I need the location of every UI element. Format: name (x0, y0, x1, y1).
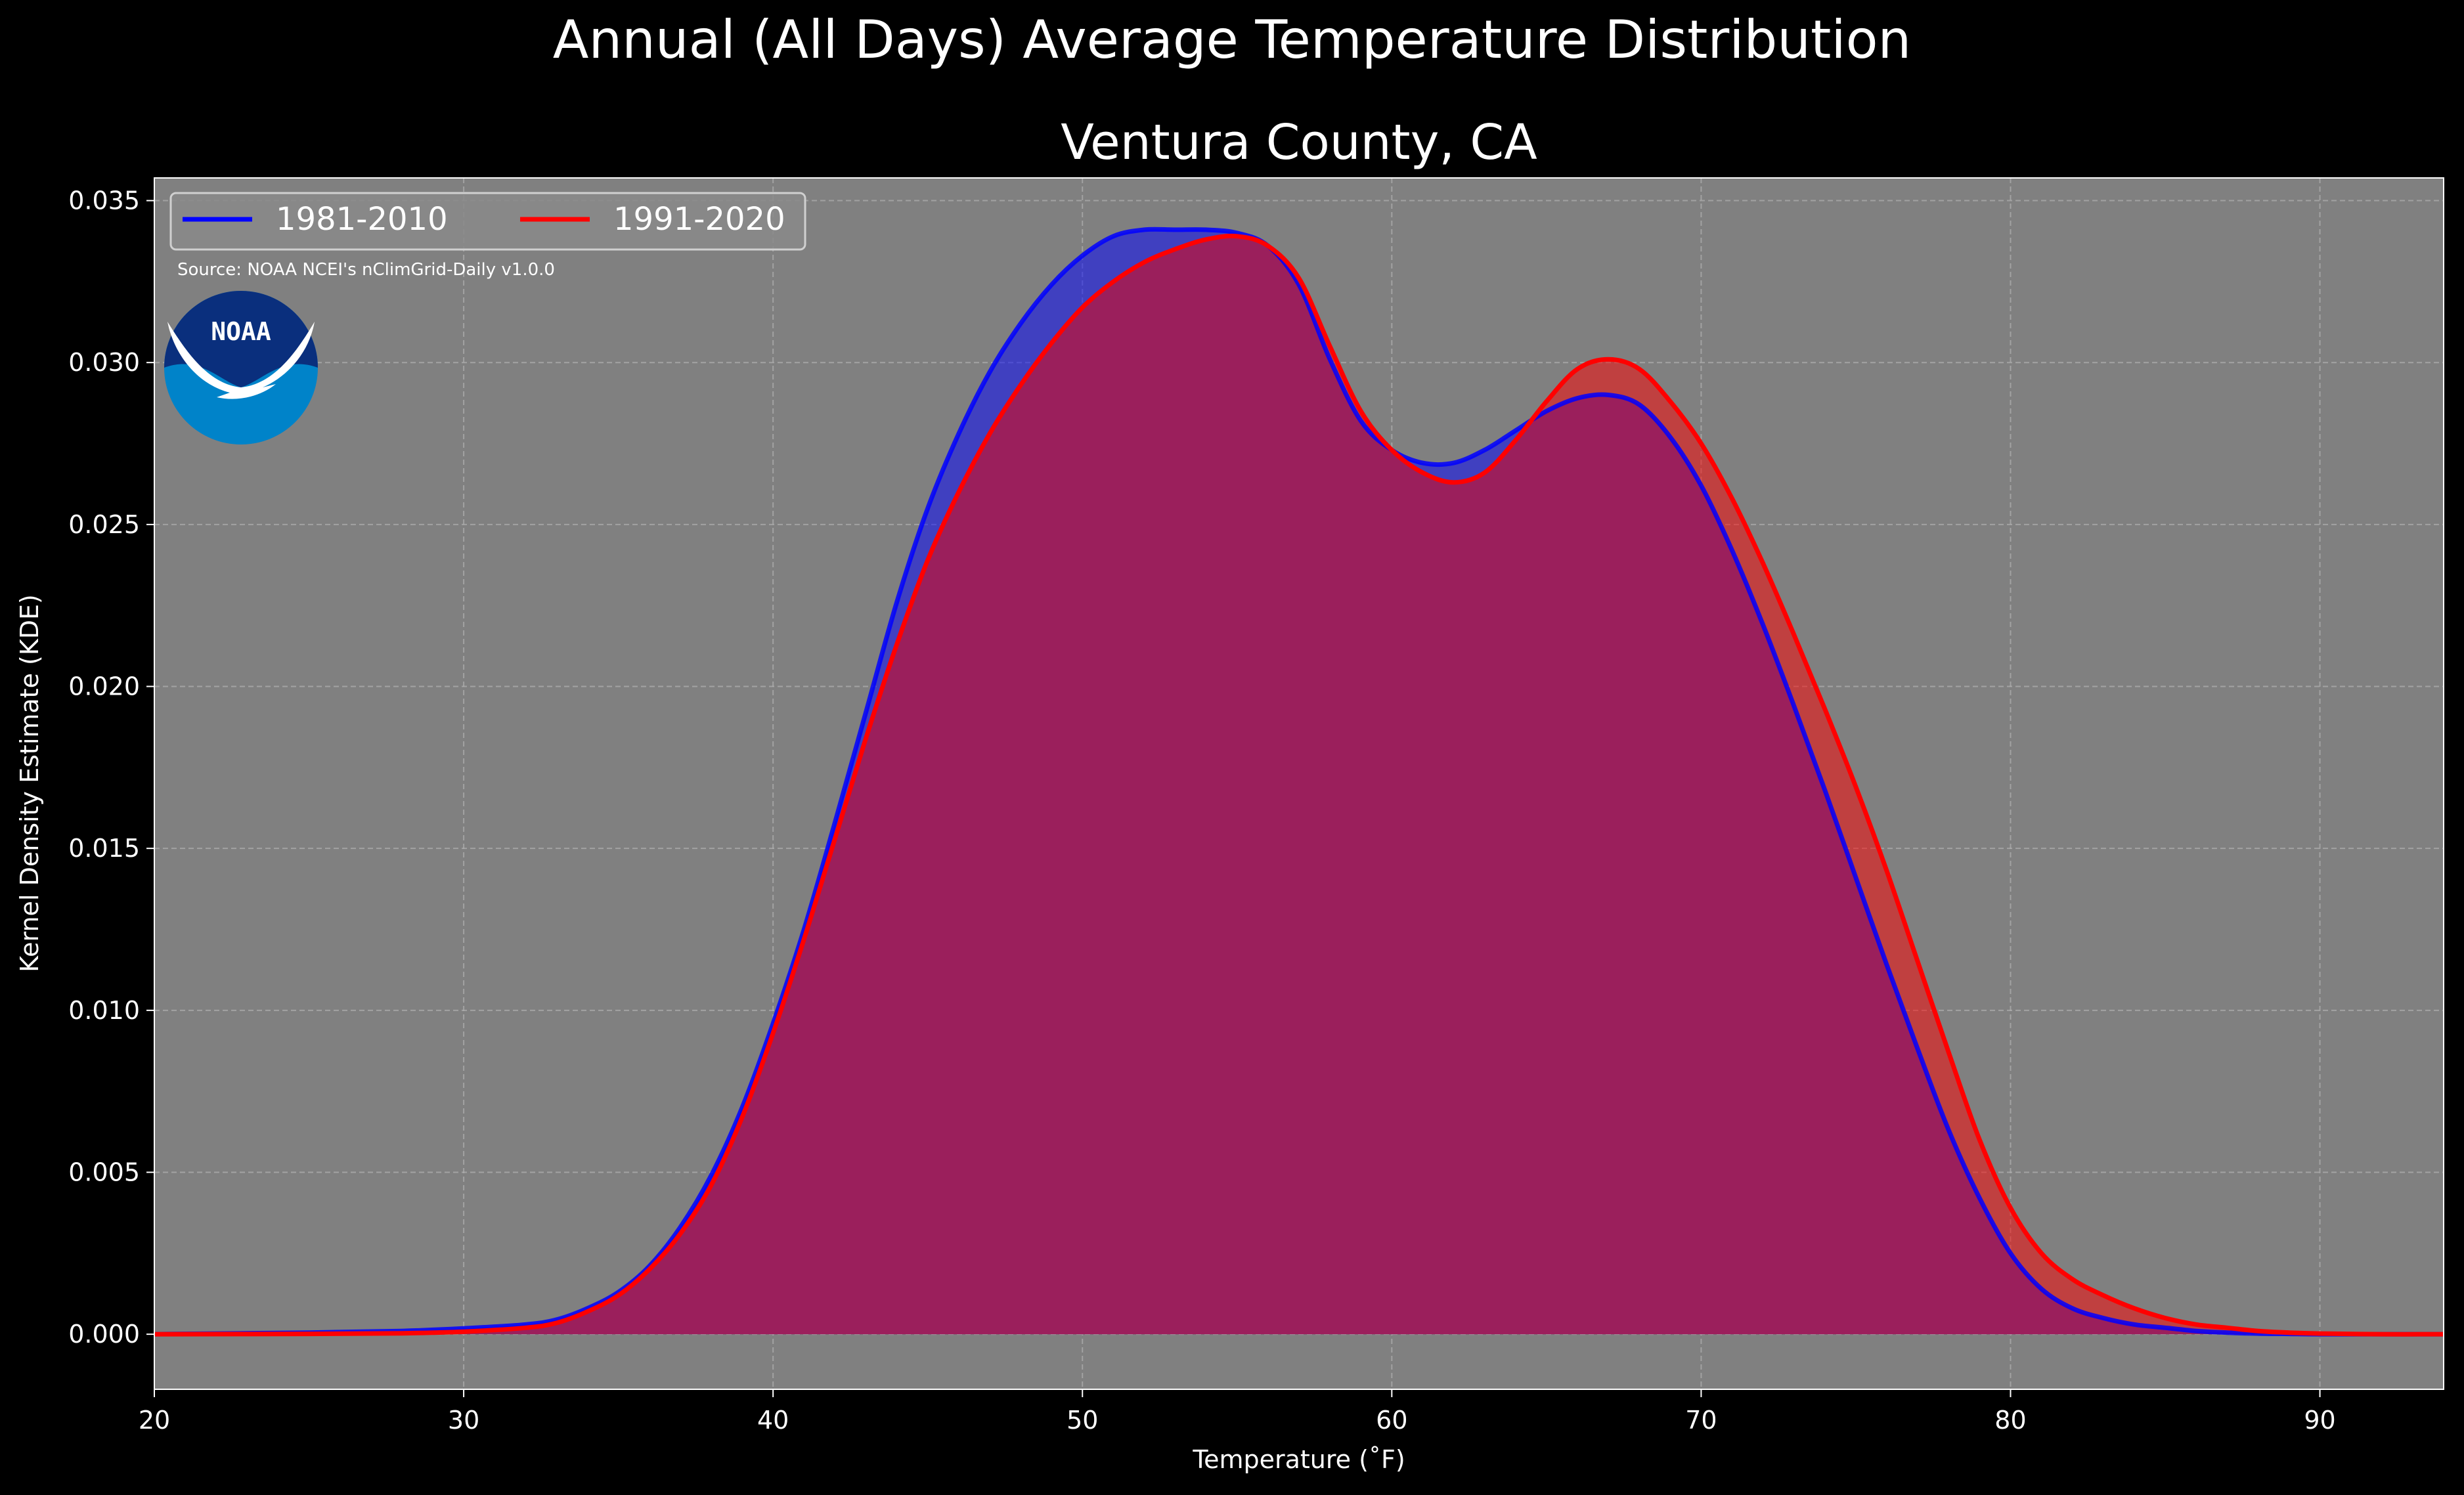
series-line-1991-2020 (154, 233, 2444, 1337)
noaa-logo-sky (164, 291, 318, 387)
x-tick-label: 60 (1376, 1406, 1407, 1435)
legend: 1981-2010 1991-2020 (169, 192, 806, 251)
series-line-1981-2010 (154, 227, 2444, 1337)
series-overlap-fill (154, 236, 2444, 1335)
legend-label-1981-2010: 1981-2010 (276, 201, 448, 238)
chart-title: Ventura County, CA (1061, 114, 1537, 171)
source-annotation: Source: NOAA NCEI's nClimGrid-Daily v1.0… (177, 260, 555, 280)
x-axis-label: Temperature (˚F) (1192, 1445, 1405, 1474)
y-tick-label: 0.025 (68, 510, 140, 539)
x-tick-label: 90 (2304, 1406, 2335, 1435)
x-tick-label: 40 (757, 1406, 789, 1435)
y-tick-label: 0.000 (68, 1320, 140, 1349)
x-tick-label: 50 (1067, 1406, 1098, 1435)
chart-suptitle: Annual (All Days) Average Temperature Di… (553, 9, 1911, 70)
y-tick-label: 0.030 (68, 348, 140, 377)
legend-label-1991-2020: 1991-2020 (613, 201, 785, 238)
y-tick-label: 0.015 (68, 834, 140, 863)
axes-frame (154, 177, 2444, 1390)
x-tick-label: 70 (1685, 1406, 1717, 1435)
y-tick-label: 0.035 (68, 186, 140, 215)
x-axis-ticks: 20 30 40 50 60 70 80 90 (139, 1389, 2336, 1435)
y-tick-label: 0.005 (68, 1158, 140, 1186)
y-tick-label: 0.010 (68, 996, 140, 1025)
noaa-logo-text: NOAA (211, 317, 271, 346)
x-tick-label: 80 (1994, 1406, 2026, 1435)
x-tick-label: 30 (448, 1406, 479, 1435)
y-axis-label: Kernel Density Estimate (KDE) (15, 594, 44, 972)
legend-box (169, 192, 806, 251)
noaa-logo: NOAA (164, 291, 318, 444)
noaa-logo-bird (167, 322, 315, 399)
y-axis-ticks: 0.000 0.005 0.010 0.015 0.020 0.025 0.030 0.035 (68, 186, 154, 1349)
x-tick-label: 20 (139, 1406, 170, 1435)
y-tick-label: 0.020 (68, 672, 140, 701)
